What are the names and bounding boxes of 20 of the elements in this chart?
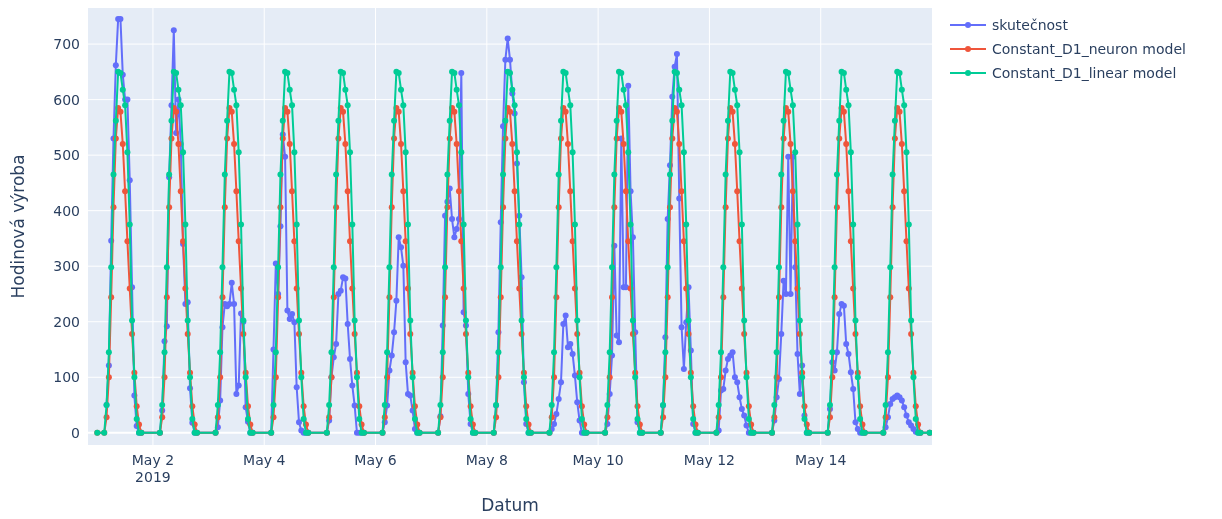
x-axis-title: Datum xyxy=(481,495,539,515)
x-tick-label: May 4 xyxy=(243,452,286,468)
y-tick-label: 300 xyxy=(53,258,80,275)
x-tick-label: May 2 2019 xyxy=(131,452,175,485)
y-axis-title: Hodinová výroba xyxy=(8,154,28,299)
y-tick-label: 700 xyxy=(53,36,80,53)
y-tick-label: 600 xyxy=(53,91,80,108)
x-tick-label: May 14 xyxy=(795,452,847,468)
legend-label: Constant_D1_linear model xyxy=(992,65,1177,81)
x-tick-label: May 10 xyxy=(572,452,624,468)
x-tick-label: May 12 xyxy=(683,452,736,468)
y-tick-label: 200 xyxy=(53,313,80,330)
y-tick-label: 400 xyxy=(53,202,80,219)
y-tick-label: 100 xyxy=(53,369,80,386)
legend-label: Constant_D1_neuron model xyxy=(992,41,1186,57)
y-tick-label: 500 xyxy=(53,147,80,164)
y-tick-label: 0 xyxy=(71,424,80,441)
x-tick-label: May 8 xyxy=(465,452,508,468)
legend-label: skutečnost xyxy=(992,17,1069,33)
x-tick-label: May 6 xyxy=(354,452,397,468)
